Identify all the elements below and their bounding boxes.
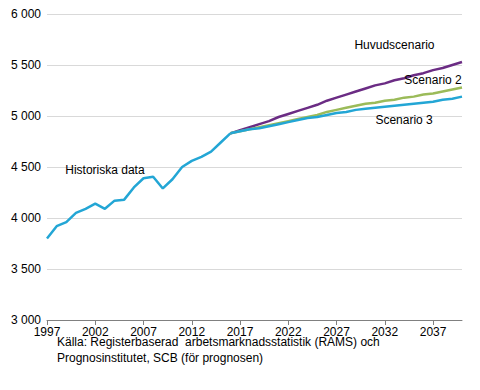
svg-text:2027: 2027	[323, 325, 350, 339]
svg-text:2012: 2012	[178, 325, 205, 339]
svg-text:Källa: Registerbaserad arbetsm: Källa: Registerbaserad arbetsmarknadssta…	[57, 335, 380, 349]
svg-text:Scenario 3: Scenario 3	[375, 113, 433, 127]
svg-text:1997: 1997	[34, 325, 61, 339]
svg-text:Historiska data: Historiska data	[65, 163, 145, 177]
svg-text:2017: 2017	[227, 325, 254, 339]
svg-text:Huvudscenario: Huvudscenario	[354, 38, 434, 52]
svg-text:6 000: 6 000	[11, 7, 41, 21]
svg-text:3 000: 3 000	[11, 313, 41, 327]
svg-text:5 500: 5 500	[11, 58, 41, 72]
svg-text:2032: 2032	[371, 325, 398, 339]
svg-text:5 000: 5 000	[11, 109, 41, 123]
svg-text:2007: 2007	[130, 325, 157, 339]
svg-text:2002: 2002	[82, 325, 109, 339]
svg-text:4 000: 4 000	[11, 211, 41, 225]
svg-text:3 500: 3 500	[11, 262, 41, 276]
svg-text:Prognosinstitutet, SCB (för pr: Prognosinstitutet, SCB (för prognosen)	[57, 351, 263, 365]
svg-text:2037: 2037	[420, 325, 447, 339]
svg-text:2022: 2022	[275, 325, 302, 339]
svg-text:4 500: 4 500	[11, 160, 41, 174]
svg-text:Scenario 2: Scenario 2	[404, 73, 462, 87]
